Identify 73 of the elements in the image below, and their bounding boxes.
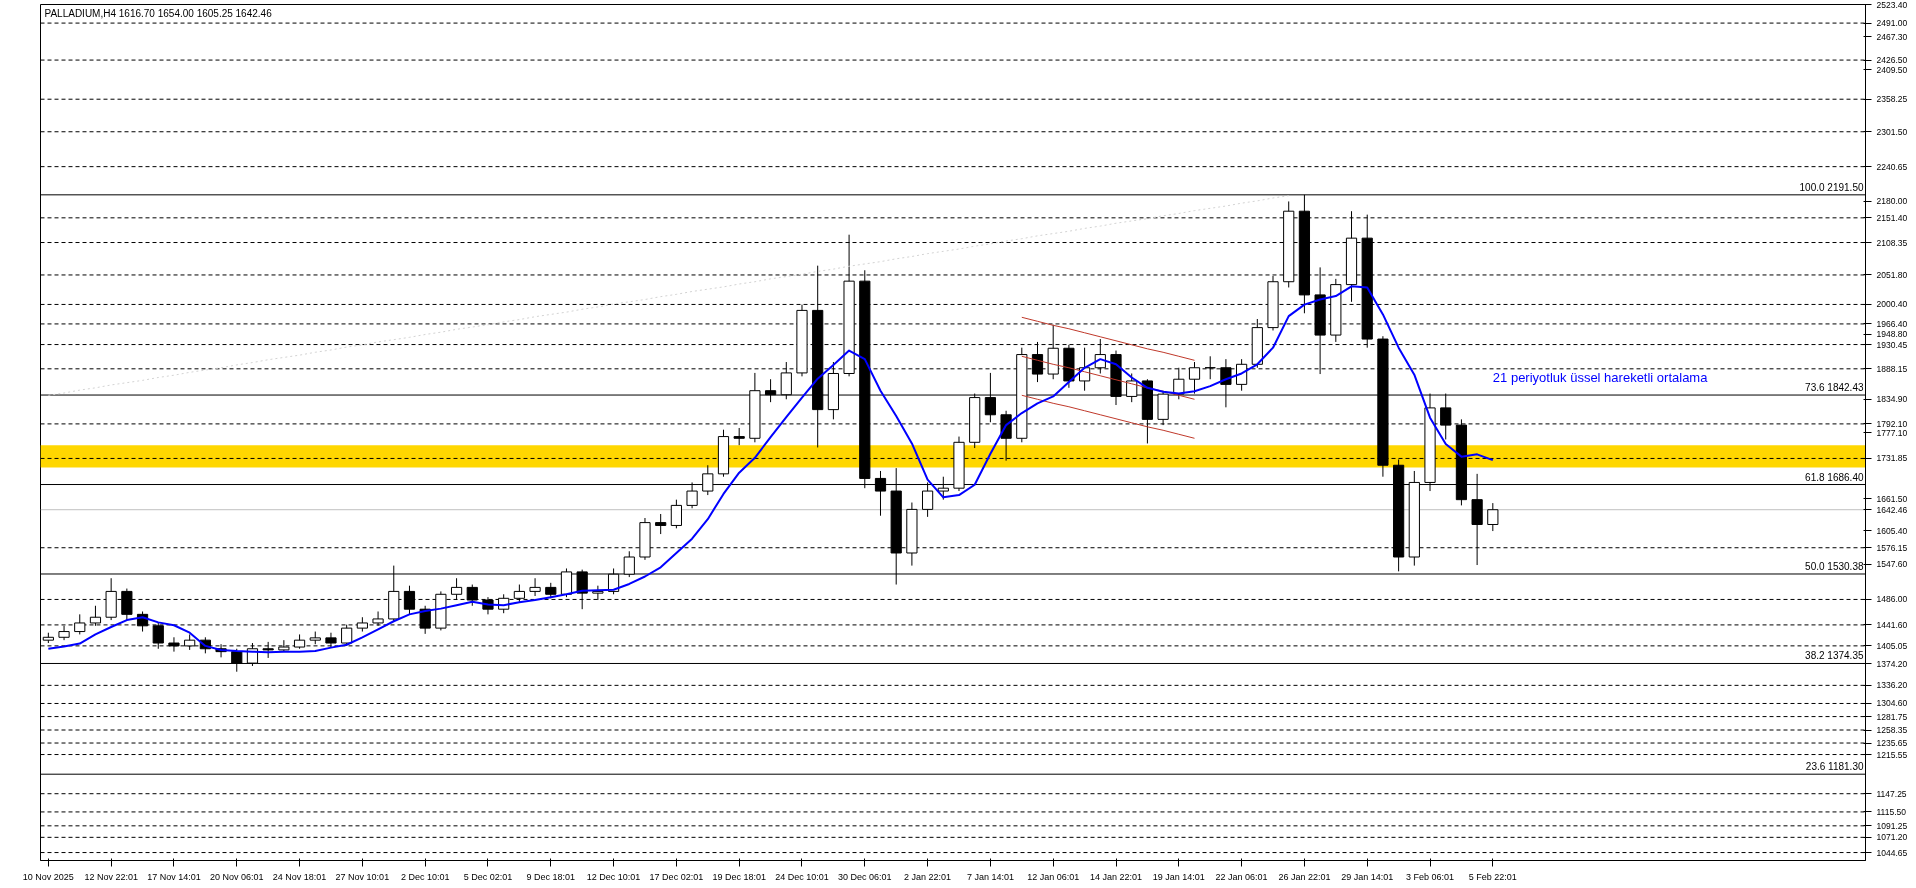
ref-line-label: 1091.25 [1876, 820, 1908, 831]
x-tick-label: 12 Dec 10:01 [586, 871, 641, 882]
y-tick-label: 1547.60 [1876, 559, 1908, 570]
annotation: 100.0 2191.50 [1799, 181, 1864, 193]
ref-line-label: 1258.35 [1876, 725, 1908, 735]
x-tick-label: 7 Jan 14:01 [966, 871, 1014, 882]
ref-line-label: 1044.65 [1876, 847, 1908, 858]
ref-line-label: 1235.65 [1876, 738, 1908, 749]
y-tick-label: 2409.50 [1876, 64, 1908, 75]
x-tick-label: 19 Dec 18:01 [712, 871, 766, 882]
annotation: 50.0 1530.38 [1805, 560, 1864, 572]
ref-line-label: 1071.20 [1876, 832, 1908, 843]
ref-line-label: 2301.50 [1876, 126, 1908, 137]
x-tick-label: 5 Dec 02:01 [463, 871, 513, 882]
ref-line-label: 1576.15 [1876, 542, 1908, 553]
x-tick-label: 24 Nov 18:01 [272, 871, 327, 882]
ref-line-label: 1336.20 [1876, 680, 1908, 691]
chart-title: PALLADIUM,H4 1616.70 1654.00 1605.25 1642.46 [44, 7, 273, 19]
y-tick-label: 1777.10 [1876, 427, 1908, 438]
ref-line-label: 2108.35 [1876, 237, 1908, 248]
ref-line-label: 1731.85 [1876, 453, 1908, 464]
ref-line-label: 2240.65 [1876, 161, 1908, 172]
x-tick-label: 22 Jan 06:01 [1215, 871, 1268, 882]
x-tick-label: 17 Nov 14:01 [147, 871, 201, 882]
x-tick-label: 27 Nov 10:01 [335, 871, 390, 882]
ref-line-label: 1966.40 [1876, 318, 1908, 329]
y-tick-label: 1374.20 [1876, 658, 1908, 669]
x-tick-label: 2 Jan 22:01 [904, 871, 952, 882]
text: 21 periyotluk üssel hareketli ortalama [1492, 370, 1709, 386]
ref-line-label: 2426.50 [1876, 55, 1908, 66]
x-tick-label: 17 Dec 02:01 [649, 871, 704, 882]
x-tick-label: 14 Jan 22:01 [1089, 871, 1143, 882]
x-tick-label: 10 Nov 2025 [22, 871, 74, 882]
x-tick-label: 12 Nov 22:01 [84, 871, 138, 882]
ref-line-label: 1888.15 [1876, 363, 1908, 374]
ref-line-label: 2491.00 [1876, 18, 1908, 29]
ref-line-label: 1486.00 [1876, 594, 1908, 605]
ref-line-label: 1642.46 [1876, 504, 1908, 515]
x-tick-label: 5 Feb 22:01 [1468, 871, 1517, 882]
y-tick-label: 2467.30 [1876, 31, 1908, 42]
ref-line-label: 2358.25 [1876, 94, 1908, 105]
x-tick-label: 2 Dec 10:01 [400, 871, 450, 882]
x-tick-label: 20 Nov 06:01 [209, 871, 264, 882]
x-tick-label: 19 Jan 14:01 [1152, 871, 1205, 882]
ref-line-label: 1147.25 [1876, 788, 1907, 799]
y-tick-label: 2523.40 [1876, 0, 1908, 10]
ref-line-label: 1405.05 [1876, 640, 1908, 651]
ref-line-label: 2151.40 [1876, 212, 1908, 223]
x-tick-label: 24 Dec 10:01 [775, 871, 829, 882]
x-tick-label: 30 Dec 06:01 [838, 871, 892, 882]
y-tick-label: 1948.80 [1876, 329, 1908, 340]
annotation: 38.2 1374.35 [1805, 650, 1864, 662]
x-tick-label: 12 Jan 06:01 [1027, 871, 1080, 882]
ref-line-label: 1304.60 [1876, 698, 1908, 709]
ref-line-label: 2000.40 [1876, 299, 1908, 310]
x-tick-label: 29 Jan 14:01 [1341, 871, 1394, 882]
ref-line-label: 1281.75 [1876, 711, 1908, 722]
ref-line-label: 1930.45 [1876, 339, 1908, 350]
annotation: 61.8 1686.40 [1805, 471, 1864, 483]
ref-line-label: 2051.80 [1876, 269, 1908, 280]
ref-line-label: 1792.10 [1876, 418, 1908, 429]
y-tick-label: 1605.40 [1876, 525, 1908, 536]
annotation: 23.6 1181.30 [1805, 761, 1864, 773]
x-tick-label: 9 Dec 18:01 [526, 871, 576, 882]
y-tick-label: 1661.50 [1876, 493, 1908, 504]
ref-line-label: 1215.55 [1876, 749, 1908, 760]
x-tick-label: 26 Jan 22:01 [1278, 871, 1331, 882]
y-tick-label: 1834.90 [1876, 394, 1908, 405]
ref-line-label: 1115.50 [1876, 806, 1907, 817]
ref-line-label: 1441.60 [1876, 619, 1908, 630]
y-tick-label: 2180.00 [1876, 196, 1908, 207]
x-tick-label: 3 Feb 06:01 [1406, 871, 1455, 882]
annotation: 73.6 1842.43 [1805, 382, 1864, 394]
